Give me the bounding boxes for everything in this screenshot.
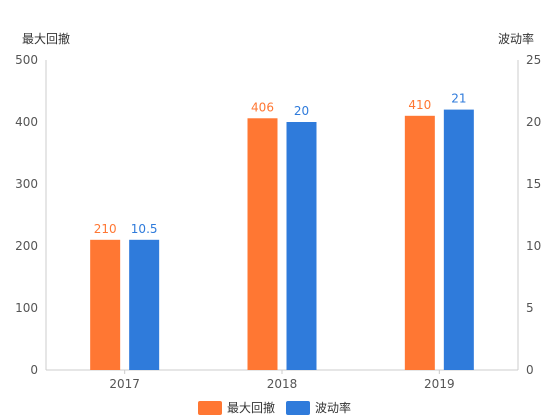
legend-swatch <box>198 401 222 415</box>
x-axis-ticks: 2017 2018 2019 <box>109 370 455 391</box>
left-tick-label: 500 <box>15 53 38 67</box>
legend-swatch <box>286 401 310 415</box>
bars-group <box>90 109 474 370</box>
bar-volatility <box>129 239 160 370</box>
data-label: 10.5 <box>131 222 158 236</box>
legend: 最大回撤 波动率 <box>198 400 351 415</box>
right-tick-label: 15 <box>526 177 541 191</box>
left-axis-ticks: 0 100 200 300 400 500 <box>15 53 38 377</box>
right-tick-label: 5 <box>526 301 534 315</box>
data-label: 210 <box>94 222 117 236</box>
data-label: 410 <box>408 98 431 112</box>
right-axis-ticks: 0 5 10 15 20 25 <box>526 53 541 377</box>
left-tick-label: 0 <box>30 363 38 377</box>
bar-volatility <box>443 109 474 370</box>
left-tick-label: 100 <box>15 301 38 315</box>
bar-max-drawdown <box>404 115 435 370</box>
x-tick-label: 2017 <box>109 377 140 391</box>
bar-max-drawdown <box>90 239 121 370</box>
x-tick-label: 2019 <box>424 377 455 391</box>
left-tick-label: 300 <box>15 177 38 191</box>
legend-label: 最大回撤 <box>227 400 275 415</box>
right-axis-title: 波动率 <box>498 31 534 46</box>
bar-max-drawdown <box>247 118 278 370</box>
data-label: 20 <box>294 104 309 118</box>
right-tick-label: 20 <box>526 115 541 129</box>
right-tick-label: 0 <box>526 363 534 377</box>
data-labels-group: 210 10.5 406 20 410 21 <box>94 92 467 236</box>
data-label: 406 <box>251 100 274 114</box>
left-tick-label: 200 <box>15 239 38 253</box>
data-label: 21 <box>451 92 466 106</box>
right-tick-label: 25 <box>526 53 541 67</box>
right-tick-label: 10 <box>526 239 541 253</box>
legend-label: 波动率 <box>315 400 351 415</box>
left-tick-label: 400 <box>15 115 38 129</box>
x-tick-label: 2018 <box>267 377 298 391</box>
bar-volatility <box>286 122 317 370</box>
left-axis-title: 最大回撤 <box>22 31 70 46</box>
